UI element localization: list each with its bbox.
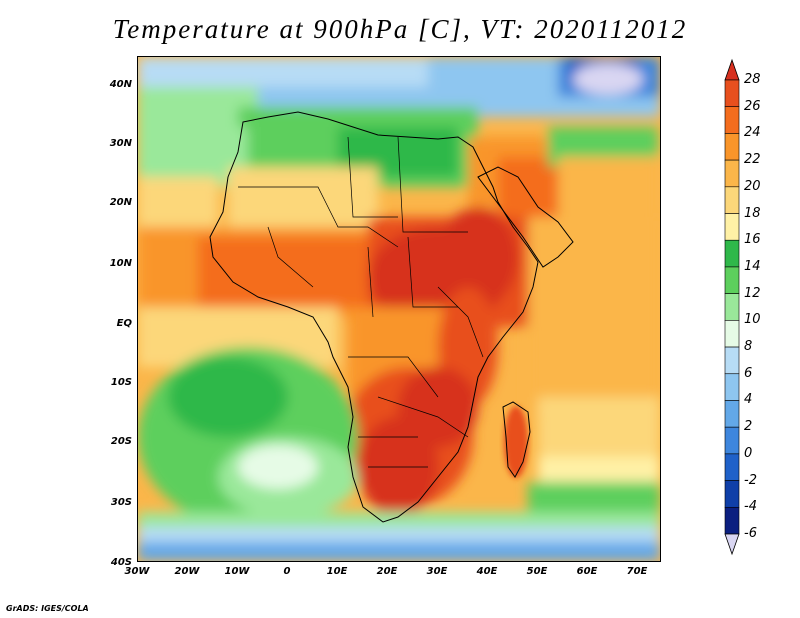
lon-label-30w: 30W xyxy=(124,566,150,577)
lon-label-30e: 30E xyxy=(426,566,448,577)
coastlines xyxy=(209,111,574,523)
temperature-map xyxy=(138,57,660,561)
colorbar-tick-label: 6 xyxy=(744,365,753,381)
lat-label-30s: 30S xyxy=(110,497,132,508)
lat-label-eq: EQ xyxy=(116,318,132,329)
colorbar-tick-label: 24 xyxy=(744,125,761,141)
madagascar-shading xyxy=(504,406,528,478)
colorbar-segment xyxy=(724,426,740,455)
lat-label-20n: 20N xyxy=(109,197,132,208)
colorbar-tick-label: 4 xyxy=(744,392,753,408)
lat-label-20s: 20S xyxy=(110,436,132,447)
colorbar-segment xyxy=(724,480,740,508)
lat-label-30n: 30N xyxy=(109,138,132,149)
colorbar-segment xyxy=(724,346,740,375)
colorbar-tick-label: 26 xyxy=(744,98,761,114)
lon-label-20e: 20E xyxy=(376,566,398,577)
colorbar-segment xyxy=(724,320,740,348)
colorbar-top-triangle xyxy=(724,58,740,81)
colorbar-segment xyxy=(724,159,740,188)
colorbar-tick-label: -6 xyxy=(744,526,757,541)
map-panel xyxy=(137,56,661,562)
lat-label-40s: 40S xyxy=(110,557,132,568)
lon-label-50e: 50E xyxy=(526,566,548,577)
lon-label-70e: 70E xyxy=(626,566,648,577)
lat-label-10s: 10S xyxy=(110,377,132,388)
colorbar-segment xyxy=(724,106,740,134)
country-borders xyxy=(238,136,484,468)
colorbar-segment xyxy=(724,373,740,401)
colorbar-segment xyxy=(724,266,740,294)
colorbar-segment xyxy=(724,400,740,428)
colorbar-tick-label: 12 xyxy=(744,285,761,301)
colorbar-tick-label: 0 xyxy=(744,445,753,461)
colorbar-tick-label: 10 xyxy=(744,312,761,328)
colorbar-tick-label: 28 xyxy=(744,72,761,87)
colorbar-tick-label: 14 xyxy=(744,258,761,274)
colorbar-tick-label: -4 xyxy=(744,499,757,515)
lat-label-10n: 10N xyxy=(109,258,132,269)
colorbar-tick-label: 8 xyxy=(744,339,753,355)
map-title: Temperature at 900hPa [C], VT: 202011201… xyxy=(112,14,688,44)
lon-label-60e: 60E xyxy=(576,566,598,577)
colorbar-tick-label: -2 xyxy=(744,472,757,488)
colorbar-tick-label: 18 xyxy=(744,205,761,221)
lon-label-10w: 10W xyxy=(224,566,250,577)
colorbar-segment xyxy=(724,453,740,481)
lon-label-20w: 20W xyxy=(174,566,200,577)
colorbar-segment xyxy=(724,293,740,321)
colorbar-tick-label: 2 xyxy=(744,419,753,435)
temperature-shading xyxy=(138,57,660,561)
colorbar xyxy=(724,58,740,556)
colorbar-bottom-triangle xyxy=(724,533,740,556)
grads-credit: GrADS: IGES/COLA xyxy=(6,604,89,613)
colorbar-tick-label: 22 xyxy=(744,152,761,168)
lon-label-40e: 40E xyxy=(476,566,498,577)
colorbar-segment xyxy=(724,79,740,108)
colorbar-segment xyxy=(724,133,740,161)
colorbar-tick-label: 20 xyxy=(744,178,761,194)
colorbar-segment xyxy=(724,239,740,268)
lon-label-0: 0 xyxy=(283,566,291,577)
colorbar-segment xyxy=(724,506,740,535)
colorbar-tick-label: 16 xyxy=(744,232,761,248)
colorbar-segment xyxy=(724,213,740,241)
lat-label-40n: 40N xyxy=(109,79,132,90)
colorbar-segment xyxy=(724,186,740,214)
lon-label-10e: 10E xyxy=(326,566,348,577)
